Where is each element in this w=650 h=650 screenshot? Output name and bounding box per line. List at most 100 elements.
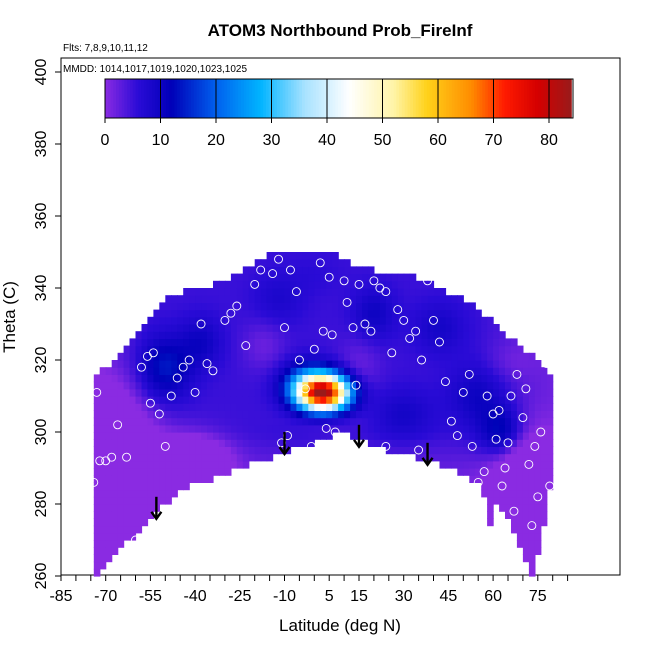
field-cell [356,316,363,325]
field-cell [117,439,125,447]
field-cell [528,540,536,548]
field-cell [546,439,554,447]
field-cell [218,460,226,469]
field-cell [189,403,196,411]
field-cell [177,338,184,347]
field-cell [481,446,488,455]
field-cell [320,316,327,325]
field-cell [260,439,268,447]
field-cell [141,496,149,505]
field-cell [117,504,125,512]
field-cell [230,432,238,440]
down-arrow [150,496,163,521]
field-cell [528,468,536,476]
field-cell [189,360,196,368]
field-cell [302,302,309,311]
field-cell [493,446,500,455]
arrow-head [353,439,365,449]
field-cell [207,338,214,347]
field-cell [385,446,393,455]
field-cell [123,360,131,368]
field-cell [278,252,286,260]
field-cell [93,381,101,390]
field-cell [171,360,178,368]
field-cell [522,511,530,519]
field-cell [177,410,184,419]
field-cell [254,403,262,411]
field-cell [379,280,387,289]
field-cell [534,432,542,440]
field-cell [117,496,125,505]
field-cell [99,504,107,512]
field-cell [218,309,226,318]
field-cell [481,345,488,354]
colorbar-segment [529,79,533,118]
field-cell [314,410,321,419]
field-cell [105,381,113,390]
sample-point [536,427,546,437]
sample-point [366,326,376,336]
field-cell [367,439,375,447]
field-cell [201,324,208,332]
field-cell [278,280,286,289]
sample-point [294,355,304,365]
field-cell [278,381,286,390]
field-cell [373,367,381,375]
colorbar-segment [438,79,442,118]
colorbar-segment [149,79,153,118]
field-cell [99,482,107,491]
field-cell [403,417,411,426]
field-cell [117,460,125,469]
field-cell [284,266,292,275]
field-cell [105,547,113,555]
field-cell [159,432,166,440]
field-cell [528,561,536,570]
field-cell [153,417,160,426]
field-cell [201,403,208,411]
sample-point [113,420,123,430]
field-cell [350,345,357,354]
x-tick-label: 30 [395,588,413,605]
colorbar-segment [285,79,289,118]
field-cell [272,266,280,275]
field-cell [373,338,381,347]
field-cell [362,316,369,325]
colorbar-segment [335,79,339,118]
field-cell [141,468,149,476]
field-cell [129,525,137,534]
field-cell [528,460,536,469]
colorbar-segment [449,79,453,118]
field-cell [546,460,554,469]
field-cell [445,424,452,433]
field-cell [314,302,321,311]
field-cell [260,410,268,419]
field-cell [427,424,435,433]
colorbar-segment [302,79,306,118]
field-cell [427,309,435,318]
field-cell [511,352,518,361]
colorbar-segment [410,79,414,118]
field-cell [475,417,482,426]
field-cell [159,360,166,368]
field-cell [254,360,262,368]
field-cell [296,352,303,361]
field-cell [153,482,160,491]
field-cell [117,381,125,390]
field-cell [493,367,500,375]
field-cell [302,288,309,296]
field-cell [487,316,494,325]
field-cell [177,331,184,339]
field-cell [248,302,256,311]
field-cell [266,396,274,404]
field-cell [105,439,113,447]
field-cell [415,360,423,368]
field-cell [105,540,113,548]
field-cell [344,367,351,375]
field-cell [236,352,244,361]
field-cell [129,410,137,419]
field-cell [242,367,250,375]
field-cell [522,374,530,383]
field-cell [505,475,512,483]
field-cell [403,388,411,397]
field-cell [320,288,327,296]
